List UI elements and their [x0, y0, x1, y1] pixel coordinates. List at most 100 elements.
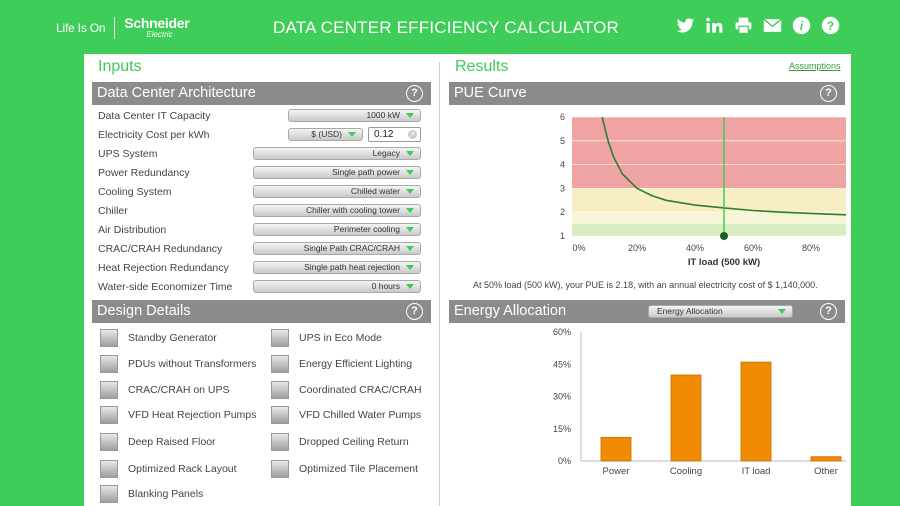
energy-allocation-chart: 0% 15% 30% 45% 60% Power Cooling IT load Other [553, 327, 846, 477]
ea-y-tick-label: 15% [553, 424, 571, 434]
electricity-cost-input[interactable]: 0.12 ✕ [368, 127, 421, 142]
brand-tagline: Life Is On [56, 20, 106, 35]
currency-dropdown[interactable]: $ (USD) [288, 128, 363, 141]
checkbox-vfd-heat-rejection[interactable]: VFD Heat Rejection Pumps [100, 406, 256, 424]
power-redundancy-dropdown[interactable]: Single path power [253, 166, 421, 179]
checkbox[interactable] [100, 460, 118, 478]
pue-y-tick-label: 3 [560, 183, 565, 193]
checkbox[interactable] [100, 406, 118, 424]
ea-category-label: Other [814, 466, 838, 477]
pue-curve-header: PUE Curve ? [449, 82, 845, 105]
pue-y-tick-label: 1 [560, 231, 565, 241]
checkbox-blanking-panels[interactable]: Blanking Panels [100, 485, 203, 503]
checkbox-optimized-rack-layout[interactable]: Optimized Rack Layout [100, 460, 237, 478]
ea-bar-it-load [740, 361, 772, 462]
chiller-dropdown[interactable]: Chiller with cooling tower [253, 204, 421, 217]
ea-y-tick-label: 60% [553, 327, 571, 337]
checkbox-deep-raised-floor[interactable]: Deep Raised Floor [100, 433, 216, 451]
row-cooling-system: Cooling System Chilled water [98, 185, 423, 201]
energy-help-icon[interactable]: ? [820, 303, 837, 320]
brand-separator [114, 16, 116, 39]
pue-help-icon[interactable]: ? [820, 85, 837, 102]
clear-icon[interactable]: ✕ [408, 130, 417, 139]
checkbox[interactable] [271, 355, 289, 373]
checkbox[interactable] [100, 485, 118, 503]
checkbox[interactable] [271, 406, 289, 424]
ea-category-label: Power [603, 466, 630, 477]
pue-band-1 [572, 212, 846, 225]
svg-text:i: i [800, 19, 804, 33]
schneider-logo: Schneider Electric [124, 15, 190, 39]
twitter-icon[interactable] [676, 16, 695, 35]
it-capacity-dropdown[interactable]: 1000 kW [288, 109, 421, 122]
checkbox-efficient-lighting[interactable]: Energy Efficient Lighting [271, 355, 412, 373]
pue-y-tick-label: 6 [560, 112, 565, 122]
row-chiller: Chiller Chiller with cooling tower [98, 204, 423, 220]
checkbox[interactable] [100, 381, 118, 399]
pue-summary: At 50% load (500 kW), your PUE is 2.18, … [473, 280, 818, 290]
pue-band-0 [572, 224, 846, 236]
ea-y-tick-label: 0% [558, 456, 571, 466]
architecture-help-icon[interactable]: ? [406, 85, 423, 102]
results-title: Results [455, 58, 509, 75]
ea-plot: 0% 15% 30% 45% 60% Power Cooling IT load Other [553, 327, 846, 477]
pue-load-marker [720, 232, 728, 240]
info-icon[interactable]: i [792, 16, 811, 35]
ea-category-label: Cooling [670, 466, 702, 477]
pue-x-tick-label: 20% [628, 243, 646, 253]
pue-x-tick-label: 80% [802, 243, 820, 253]
checkbox[interactable] [100, 355, 118, 373]
row-heat-rejection: Heat Rejection Redundancy Single path he… [98, 261, 423, 277]
checkbox[interactable] [271, 460, 289, 478]
brand[interactable]: Life Is On Schneider Electric [56, 15, 190, 39]
ea-bar-power [600, 436, 632, 462]
pue-x-tick-label: 40% [686, 243, 704, 253]
checkbox[interactable] [271, 433, 289, 451]
svg-text:?: ? [827, 19, 834, 33]
design-help-icon[interactable]: ? [406, 303, 423, 320]
help-icon[interactable]: ? [821, 16, 840, 35]
ea-y-tick-label: 30% [553, 392, 571, 402]
ea-bar-cooling [670, 374, 702, 462]
ups-system-dropdown[interactable]: Legacy [253, 147, 421, 160]
checkbox[interactable] [271, 381, 289, 399]
column-divider [439, 62, 440, 506]
email-icon[interactable] [763, 16, 782, 35]
row-electricity-cost: Electricity Cost per kWh $ (USD) 0.12 ✕ [98, 127, 423, 144]
checkbox-crac-on-ups[interactable]: CRAC/CRAH on UPS [100, 381, 230, 399]
row-crac-redundancy: CRAC/CRAH Redundancy Single Path CRAC/CR… [98, 242, 423, 258]
heat-rejection-dropdown[interactable]: Single path heat rejection [253, 261, 421, 274]
print-icon[interactable] [734, 16, 753, 35]
cooling-system-dropdown[interactable]: Chilled water [253, 185, 421, 198]
crac-redundancy-dropdown[interactable]: Single Path CRAC/CRAH [253, 242, 421, 255]
header-icons: i ? [676, 16, 840, 35]
assumptions-link[interactable]: Assumptions [789, 61, 841, 71]
ea-bar-other [810, 456, 842, 462]
checkbox[interactable] [100, 329, 118, 347]
energy-allocation-dropdown[interactable]: Energy Allocation [648, 305, 793, 318]
pue-x-tick-label: 60% [744, 243, 762, 253]
row-power-redundancy: Power Redundancy Single path power [98, 166, 423, 182]
app-title: DATA CENTER EFFICIENCY CALCULATOR [273, 18, 620, 37]
main-panel: Inputs Data Center Architecture ? Data C… [84, 54, 851, 506]
air-distribution-dropdown[interactable]: Perimeter cooling [253, 223, 421, 236]
checkbox[interactable] [100, 433, 118, 451]
checkbox-standby-generator[interactable]: Standby Generator [100, 329, 217, 347]
ea-category-label: IT load [742, 466, 771, 477]
checkbox-optimized-tile[interactable]: Optimized Tile Placement [271, 460, 418, 478]
checkbox-dropped-ceiling[interactable]: Dropped Ceiling Return [271, 433, 409, 451]
checkbox-vfd-chilled-water[interactable]: VFD Chilled Water Pumps [271, 406, 421, 424]
checkbox[interactable] [271, 329, 289, 347]
checkbox-ups-eco-mode[interactable]: UPS in Eco Mode [271, 329, 382, 347]
pue-x-axis-label: IT load (500 kW) [688, 257, 760, 267]
economizer-time-dropdown[interactable]: 0 hours [253, 280, 421, 293]
checkbox-pdus[interactable]: PDUs without Transformers [100, 355, 256, 373]
design-details-header: Design Details ? [92, 300, 431, 323]
pue-y-tick-label: 2 [560, 207, 565, 217]
pue-x-tick-label: 0% [572, 243, 585, 253]
linkedin-icon[interactable] [705, 16, 724, 35]
checkbox-coordinated-crac[interactable]: Coordinated CRAC/CRAH [271, 381, 422, 399]
inputs-title: Inputs [98, 58, 142, 75]
